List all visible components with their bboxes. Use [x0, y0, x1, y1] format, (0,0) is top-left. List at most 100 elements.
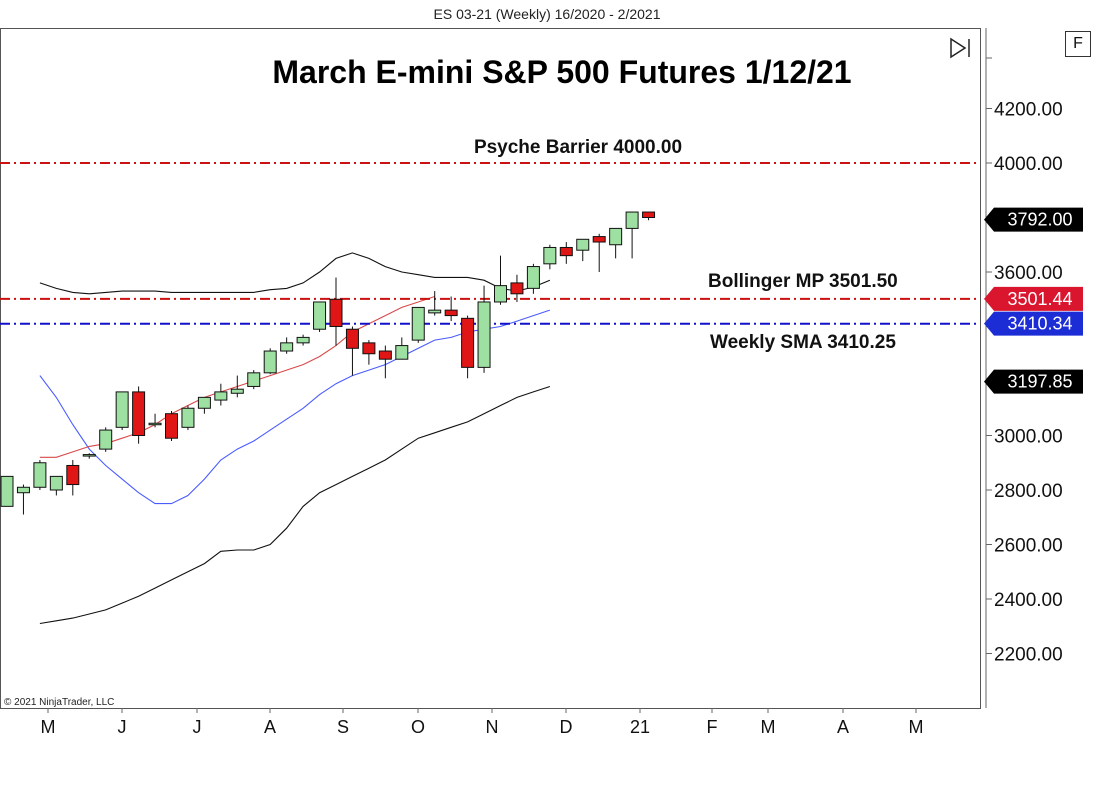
- candle: [280, 337, 294, 354]
- price-badge: 3197.85: [984, 369, 1083, 394]
- x-tick-label: M: [761, 717, 776, 737]
- candle: [99, 427, 113, 452]
- candle: [263, 348, 277, 375]
- candle: [82, 453, 96, 459]
- y-tick-label: 2200.00: [994, 645, 1063, 666]
- y-tick-label: 3000.00: [994, 427, 1063, 448]
- price-badge-shape: [984, 311, 1083, 336]
- price-badge-shape: [984, 207, 1083, 232]
- candle: [165, 410, 178, 441]
- candle: [49, 475, 63, 496]
- horizontal-line-label-1: Bollinger MP 3501.50: [708, 271, 898, 292]
- chart-frame: [0, 28, 992, 709]
- horizontal-line-label-2: Weekly SMA 3410.25: [710, 332, 896, 353]
- candle-body: [428, 309, 442, 314]
- candle-body: [477, 301, 491, 368]
- price-badge: 3501.44: [984, 286, 1083, 311]
- candle-body: [280, 342, 294, 352]
- horizontal-lines: Psyche Barrier 4000.00 Bollinger MP 3501.…: [0, 137, 980, 353]
- candle-body: [263, 350, 277, 374]
- scroll-to-end-icon[interactable]: [948, 36, 976, 60]
- candle-body: [296, 336, 310, 344]
- candle: [543, 244, 557, 270]
- candle-body: [576, 238, 590, 251]
- series-line-1: [39, 385, 551, 625]
- candle: [329, 277, 343, 346]
- x-tick-label: M: [909, 717, 924, 737]
- candle: [378, 345, 392, 379]
- candle: [559, 242, 573, 264]
- chart-title: March E-mini S&P 500 Futures 1/12/21: [272, 54, 851, 90]
- price-badge-label: 3501.44: [1007, 289, 1072, 309]
- candle-body: [214, 391, 228, 401]
- candle-body: [181, 407, 195, 428]
- x-tick-label: M: [41, 717, 56, 737]
- candle-body: [510, 282, 524, 295]
- candle-body: [165, 413, 178, 439]
- candle: [66, 460, 80, 496]
- x-tick-label: D: [560, 717, 573, 737]
- x-tick-label: S: [337, 717, 349, 737]
- candle: [592, 233, 606, 272]
- candle-body: [132, 391, 146, 436]
- x-tick-label: 21: [630, 717, 650, 737]
- candle-body: [526, 266, 540, 289]
- candle: [510, 274, 524, 302]
- candle: [313, 301, 327, 332]
- x-tick-label: J: [193, 717, 202, 737]
- candle: [345, 326, 359, 376]
- candle-body: [0, 475, 14, 507]
- price-badge: 3792.00: [984, 207, 1083, 232]
- candle-body: [66, 464, 80, 486]
- candle: [444, 296, 458, 322]
- candle: [477, 285, 491, 373]
- candle: [395, 337, 409, 360]
- candle-body: [230, 388, 244, 394]
- candle: [428, 291, 442, 316]
- horizontal-line-label-0: Psyche Barrier 4000.00: [474, 137, 682, 158]
- y-tick-label: 3600.00: [994, 263, 1063, 284]
- candle-body: [395, 345, 409, 360]
- candle-body: [378, 350, 392, 360]
- f-button[interactable]: F: [1065, 31, 1091, 57]
- candle-body: [33, 462, 47, 488]
- x-tick-label: F: [707, 717, 718, 737]
- candle-body: [247, 372, 261, 387]
- candle: [642, 211, 656, 221]
- candle-body: [99, 429, 113, 450]
- candle-body: [461, 317, 475, 368]
- candle: [247, 370, 261, 390]
- candle-body: [148, 422, 162, 426]
- candle-body: [313, 301, 327, 330]
- candle-body: [329, 298, 343, 327]
- x-tick-label: A: [837, 717, 849, 737]
- candle: [526, 263, 540, 294]
- candle: [214, 383, 228, 406]
- plot-area-border: [0, 28, 981, 709]
- candles: [0, 211, 656, 515]
- x-tick-label: J: [118, 717, 127, 737]
- candle-body: [115, 391, 129, 428]
- candle-body: [197, 396, 211, 409]
- copyright-text: © 2021 NinjaTrader, LLC: [4, 697, 114, 708]
- y-tick-label: 2800.00: [994, 481, 1063, 502]
- candle-body: [642, 211, 656, 219]
- x-tick-label: A: [264, 717, 276, 737]
- price-badges: 3792.00 3501.44 3410.34 3197.85: [984, 207, 1083, 394]
- price-badge-label: 3792.00: [1007, 210, 1072, 230]
- candle-body: [82, 454, 96, 457]
- y-tick-label: 4000.00: [994, 154, 1063, 175]
- candle-body: [494, 285, 507, 303]
- candle-body: [625, 211, 639, 229]
- candle: [148, 413, 162, 428]
- candle: [181, 405, 195, 431]
- indicator-lines: [39, 252, 551, 625]
- candle-body: [543, 246, 557, 265]
- candle-body: [444, 309, 458, 317]
- x-tick-label: O: [411, 717, 425, 737]
- price-badge: 3410.34: [984, 311, 1083, 336]
- candle: [625, 211, 639, 259]
- price-badge-shape: [984, 369, 1083, 394]
- candle: [132, 386, 146, 444]
